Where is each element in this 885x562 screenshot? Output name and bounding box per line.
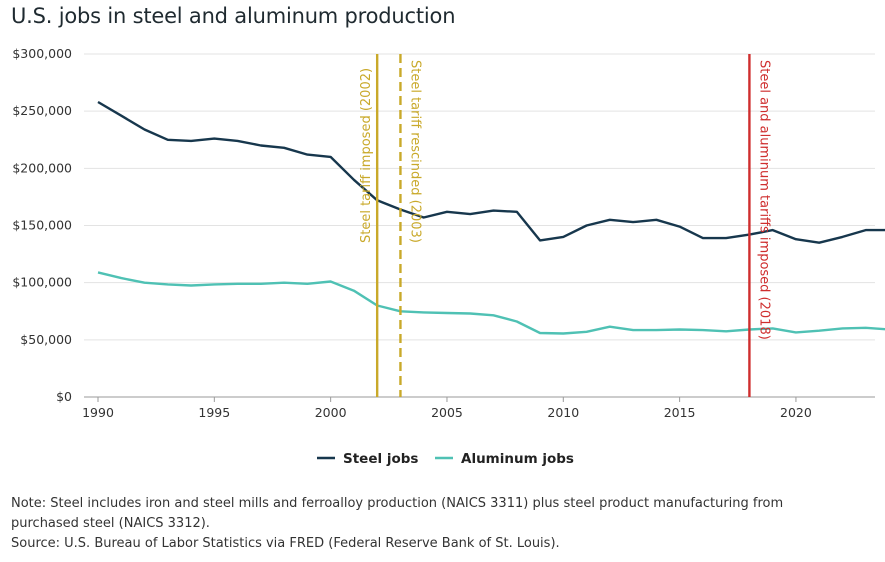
grid-lines (84, 53, 875, 398)
y-tick-label: $200,000 (12, 160, 72, 175)
x-axis-ticks: 1990 1995 2000 2005 2010 2015 2020 (82, 397, 812, 420)
line-chart: $0 $50,000 $100,000 $150,000 $200,000 $250,00… (12, 46, 885, 467)
note-line-2: purchased steel (NAICS 3312). (11, 516, 210, 531)
x-tick-label: 1995 (198, 405, 230, 420)
note-line-3: Source: U.S. Bureau of Labor Statistics … (11, 536, 560, 551)
x-tick-label: 2000 (315, 405, 347, 420)
y-tick-label: $300,000 (12, 46, 72, 61)
series-line-steel-jobs (97, 100, 885, 244)
annotation-label-2003: Steel tariff rescinded (2003) (407, 60, 422, 243)
series-line-aluminum-jobs (97, 271, 885, 335)
y-tick-label: $0 (56, 389, 72, 404)
series-group (97, 100, 885, 335)
annotations-group: Steel tariff imposed (2002) Steel tariff … (359, 54, 771, 397)
x-tick-label: 2015 (664, 405, 696, 420)
chart-note: Note: Steel includes iron and steel mill… (11, 494, 871, 554)
x-tick-label: 1990 (82, 405, 114, 420)
x-tick-label: 2010 (547, 405, 579, 420)
y-tick-label: $250,000 (12, 103, 72, 118)
chart-title: U.S. jobs in steel and aluminum producti… (11, 4, 456, 28)
annotation-label-2002: Steel tariff imposed (2002) (359, 68, 374, 243)
y-tick-label: $150,000 (12, 218, 72, 233)
note-line-1: Note: Steel includes iron and steel mill… (11, 496, 784, 511)
y-axis-ticks: $0 $50,000 $100,000 $150,000 $200,000 $250,00… (12, 46, 72, 404)
legend-label: Steel jobs (343, 451, 418, 467)
annotation-label-2018: Steel and aluminum tariffs imposed (2018… (756, 60, 771, 340)
y-tick-label: $100,000 (12, 275, 72, 290)
y-tick-label: $50,000 (20, 332, 72, 347)
x-tick-label: 2020 (780, 405, 812, 420)
legend-label: Aluminum jobs (461, 451, 574, 467)
legend: Steel jobs Aluminum jobs (317, 451, 574, 467)
x-tick-label: 2005 (431, 405, 463, 420)
